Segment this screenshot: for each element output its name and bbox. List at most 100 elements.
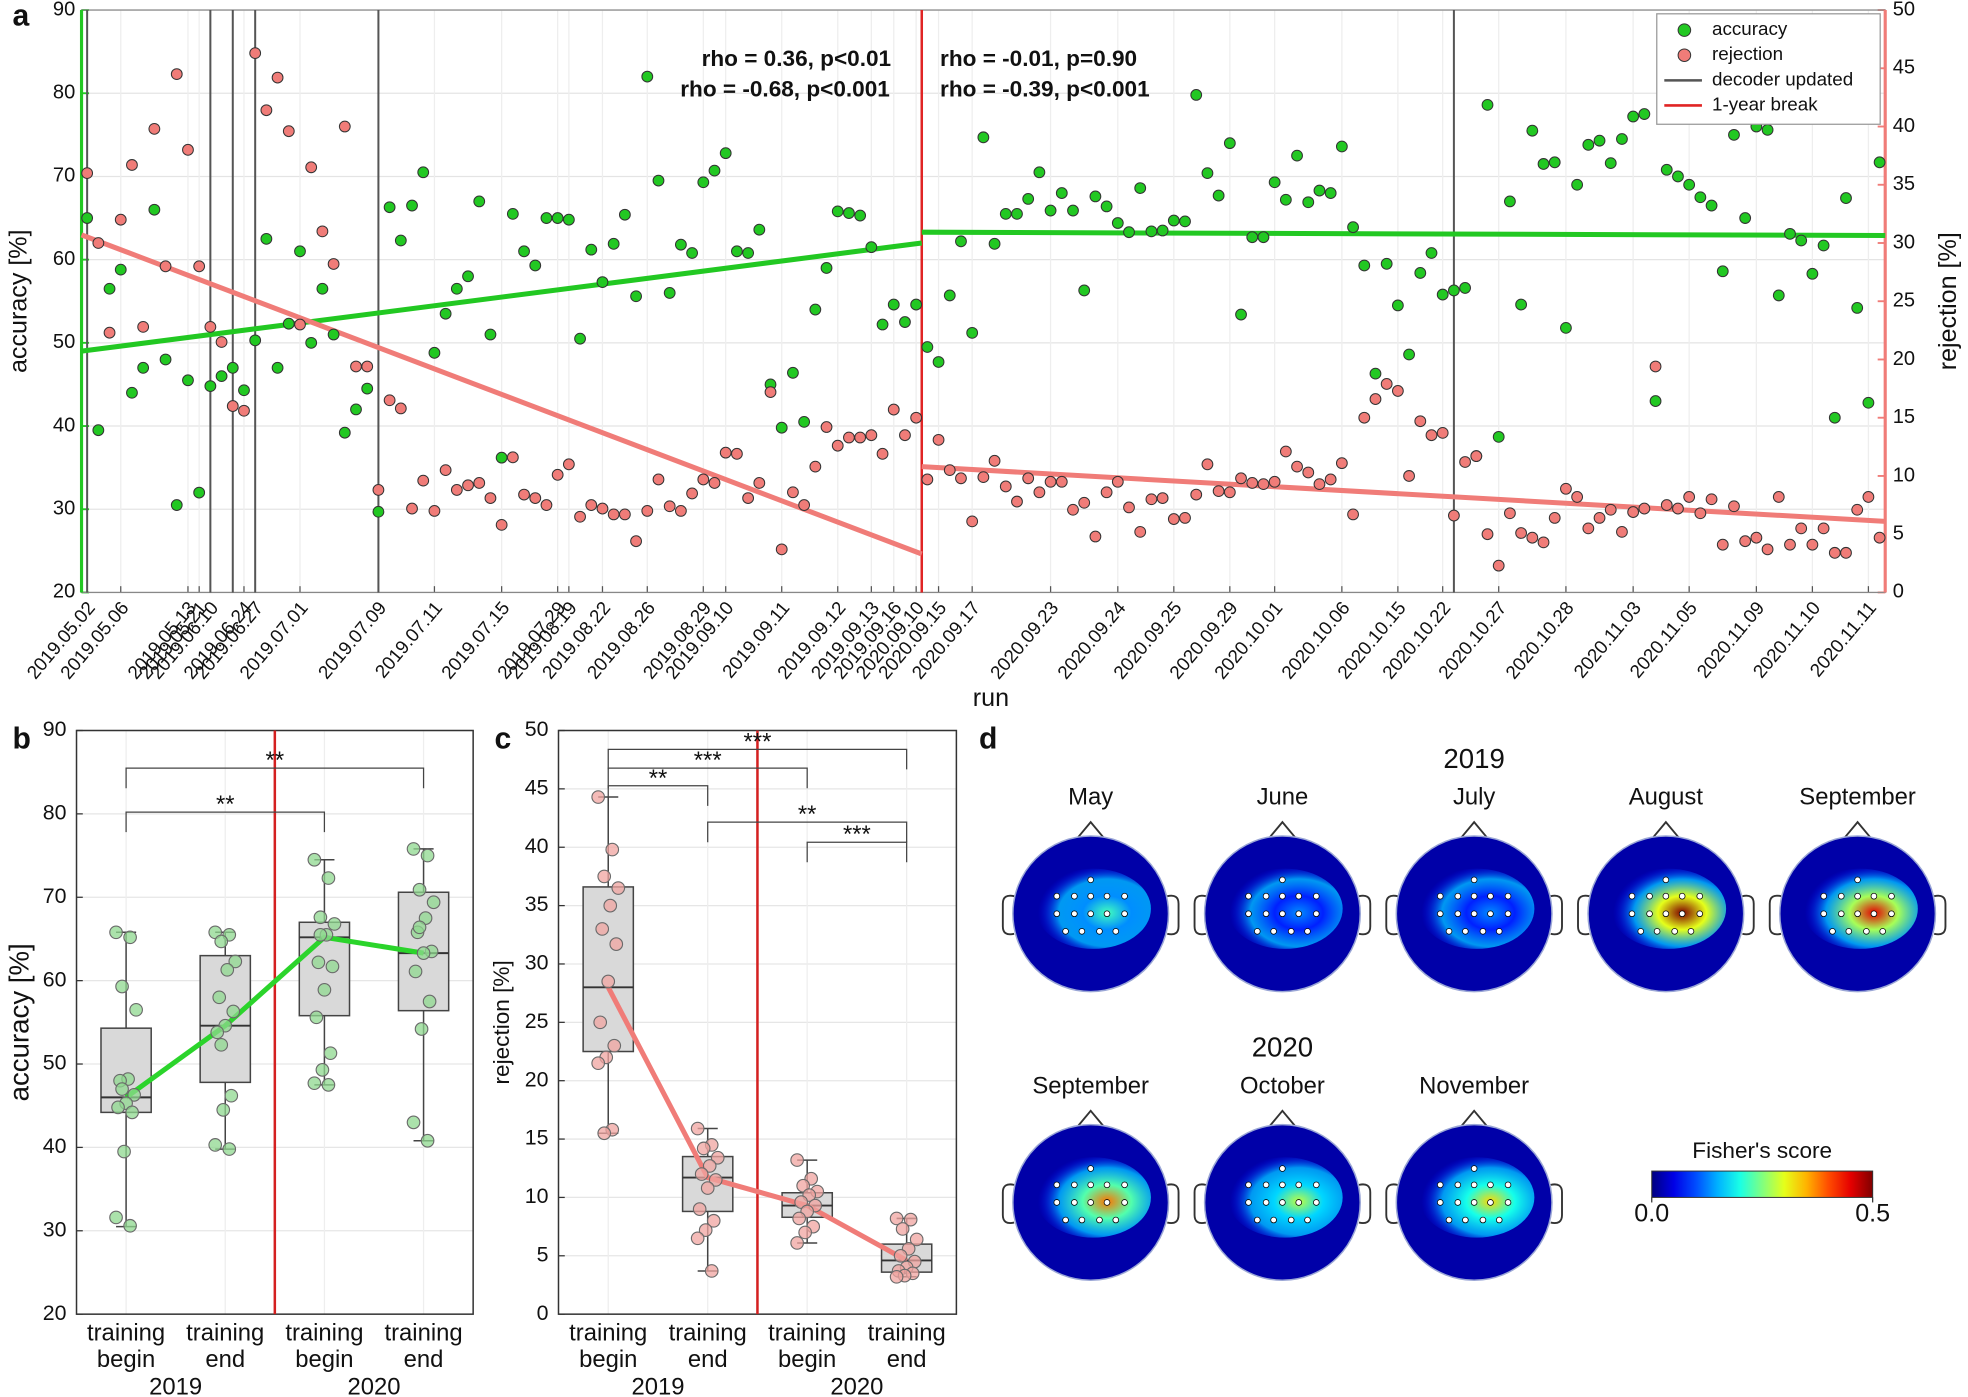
data-point — [1257, 478, 1270, 491]
y2-tick-label: 45 — [1893, 57, 1915, 79]
data-point — [603, 898, 618, 913]
data-point — [843, 207, 855, 219]
trend-line — [921, 464, 1886, 524]
data-point — [999, 480, 1012, 493]
data-point — [1179, 511, 1191, 524]
data-point — [1660, 499, 1673, 511]
electrode — [1313, 1181, 1320, 1189]
data-point — [271, 361, 284, 374]
electrode — [1062, 1216, 1069, 1224]
data-point — [518, 488, 530, 501]
data-point — [1134, 525, 1147, 538]
y-tick-label: 50 — [525, 717, 549, 741]
data-point — [204, 320, 217, 333]
electrode — [1470, 1165, 1478, 1172]
data-point — [338, 426, 351, 439]
electrode — [1504, 892, 1512, 900]
electrode — [1295, 1199, 1302, 1206]
y-tick-label: 90 — [53, 0, 75, 20]
electrode — [1053, 1181, 1061, 1189]
electrode — [1487, 910, 1494, 918]
data-point — [228, 954, 243, 969]
data-point — [412, 882, 427, 897]
electrode — [1854, 910, 1861, 918]
data-point — [1560, 482, 1572, 495]
head-nose — [1269, 1109, 1296, 1127]
data-point — [1425, 429, 1438, 442]
head-ear — [1001, 1183, 1015, 1224]
y-tick-label: 35 — [525, 892, 549, 916]
head-ear — [1385, 894, 1398, 936]
data-point — [81, 167, 94, 180]
data-point — [416, 946, 431, 960]
data-point — [325, 959, 340, 974]
electrode — [1103, 910, 1111, 918]
data-point — [220, 962, 235, 977]
data-point — [129, 1002, 143, 1017]
electrode — [1870, 910, 1878, 918]
data-point — [260, 104, 273, 117]
data-point — [1593, 511, 1606, 524]
data-point — [1649, 360, 1662, 373]
data-point — [214, 1038, 229, 1052]
data-point — [1033, 166, 1046, 179]
electrode — [1279, 892, 1286, 900]
electrode — [1436, 1199, 1444, 1206]
data-point — [697, 473, 710, 486]
data-point — [966, 326, 979, 339]
data-point — [809, 460, 822, 473]
data-point — [1011, 495, 1023, 508]
data-point — [1369, 393, 1382, 405]
data-point — [1100, 200, 1113, 213]
head-ear — [1167, 1183, 1180, 1224]
data-point — [506, 207, 519, 220]
data-point — [1022, 472, 1035, 485]
data-point — [1851, 301, 1864, 314]
median-trend — [124, 934, 424, 1100]
data-point — [1851, 503, 1864, 516]
legend-label: 1-year break — [1712, 93, 1818, 114]
electrode — [1470, 1199, 1478, 1206]
data-point — [1033, 486, 1046, 499]
data-point — [618, 208, 631, 221]
data-point — [412, 920, 427, 935]
data-point — [127, 1088, 141, 1102]
data-point — [686, 247, 698, 259]
data-point — [1145, 493, 1158, 506]
data-point — [663, 287, 676, 299]
data-point — [1111, 475, 1124, 488]
significance-bracket — [125, 767, 425, 789]
data-point — [704, 1264, 719, 1278]
data-point — [1694, 191, 1707, 204]
data-point — [518, 245, 530, 258]
data-point — [562, 213, 575, 226]
data-point — [596, 502, 609, 515]
data-point — [1873, 156, 1886, 169]
data-point — [700, 1181, 715, 1195]
data-point — [1134, 182, 1147, 194]
y-tick-label: 90 — [43, 717, 67, 741]
x-tick-label: end — [688, 1346, 728, 1373]
data-point — [1795, 234, 1808, 247]
data-point — [327, 258, 340, 270]
data-point — [551, 212, 564, 224]
data-point — [1481, 98, 1494, 111]
data-point — [692, 1202, 707, 1216]
electrode — [1628, 910, 1636, 918]
electrode — [1487, 892, 1494, 900]
y-tick-label: 40 — [525, 834, 549, 858]
electrode — [1436, 910, 1444, 918]
data-point — [1067, 204, 1079, 217]
data-point — [1593, 134, 1606, 147]
significance-label: ** — [798, 801, 817, 828]
data-point — [1235, 308, 1247, 321]
data-point — [1179, 215, 1191, 228]
data-point — [921, 473, 934, 486]
electrode — [1454, 1199, 1462, 1206]
electrode — [1295, 910, 1302, 918]
data-point — [943, 289, 956, 302]
data-point — [854, 431, 867, 444]
data-point — [611, 881, 626, 895]
data-point — [1436, 288, 1449, 301]
